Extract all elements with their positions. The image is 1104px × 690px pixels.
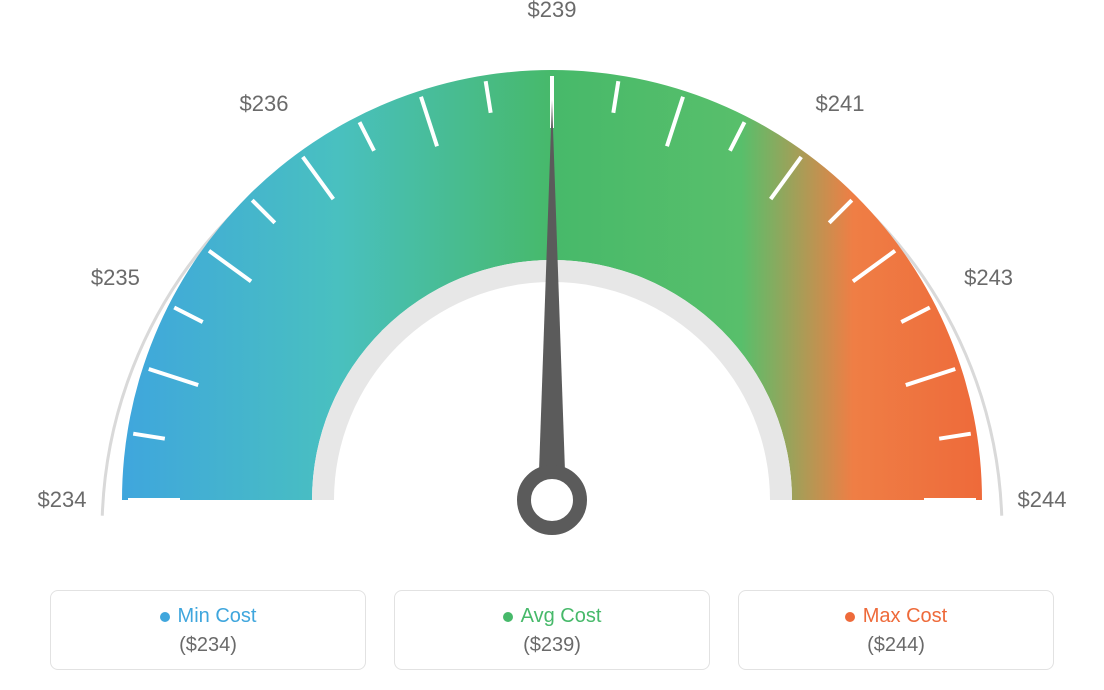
legend-avg-title: Avg Cost xyxy=(503,605,602,628)
gauge-tick-label: $234 xyxy=(38,487,87,513)
gauge-tick-label: $235 xyxy=(91,265,140,291)
legend-card-avg: Avg Cost ($239) xyxy=(394,590,710,670)
legend-avg-label: Avg Cost xyxy=(521,605,602,628)
legend-max-value: ($244) xyxy=(739,634,1053,657)
legend-max-title: Max Cost xyxy=(845,605,947,628)
legend-row: Min Cost ($234) Avg Cost ($239) Max Cost… xyxy=(0,590,1104,670)
gauge-tick-label: $236 xyxy=(240,91,289,117)
dot-max xyxy=(845,612,855,622)
legend-min-value: ($234) xyxy=(51,634,365,657)
gauge-tick-label: $241 xyxy=(816,91,865,117)
dot-min xyxy=(160,612,170,622)
legend-max-label: Max Cost xyxy=(863,605,947,628)
gauge-chart: $234 $235 $236 $239 $241 $243 $244 xyxy=(0,0,1104,560)
legend-card-max: Max Cost ($244) xyxy=(738,590,1054,670)
legend-card-min: Min Cost ($234) xyxy=(50,590,366,670)
gauge-tick-label: $239 xyxy=(528,0,577,23)
legend-min-label: Min Cost xyxy=(178,605,257,628)
gauge-tick-label: $244 xyxy=(1018,487,1067,513)
dot-avg xyxy=(503,612,513,622)
gauge-tick-label: $243 xyxy=(964,265,1013,291)
gauge-svg xyxy=(0,0,1104,560)
legend-avg-value: ($239) xyxy=(395,634,709,657)
legend-min-title: Min Cost xyxy=(160,605,257,628)
